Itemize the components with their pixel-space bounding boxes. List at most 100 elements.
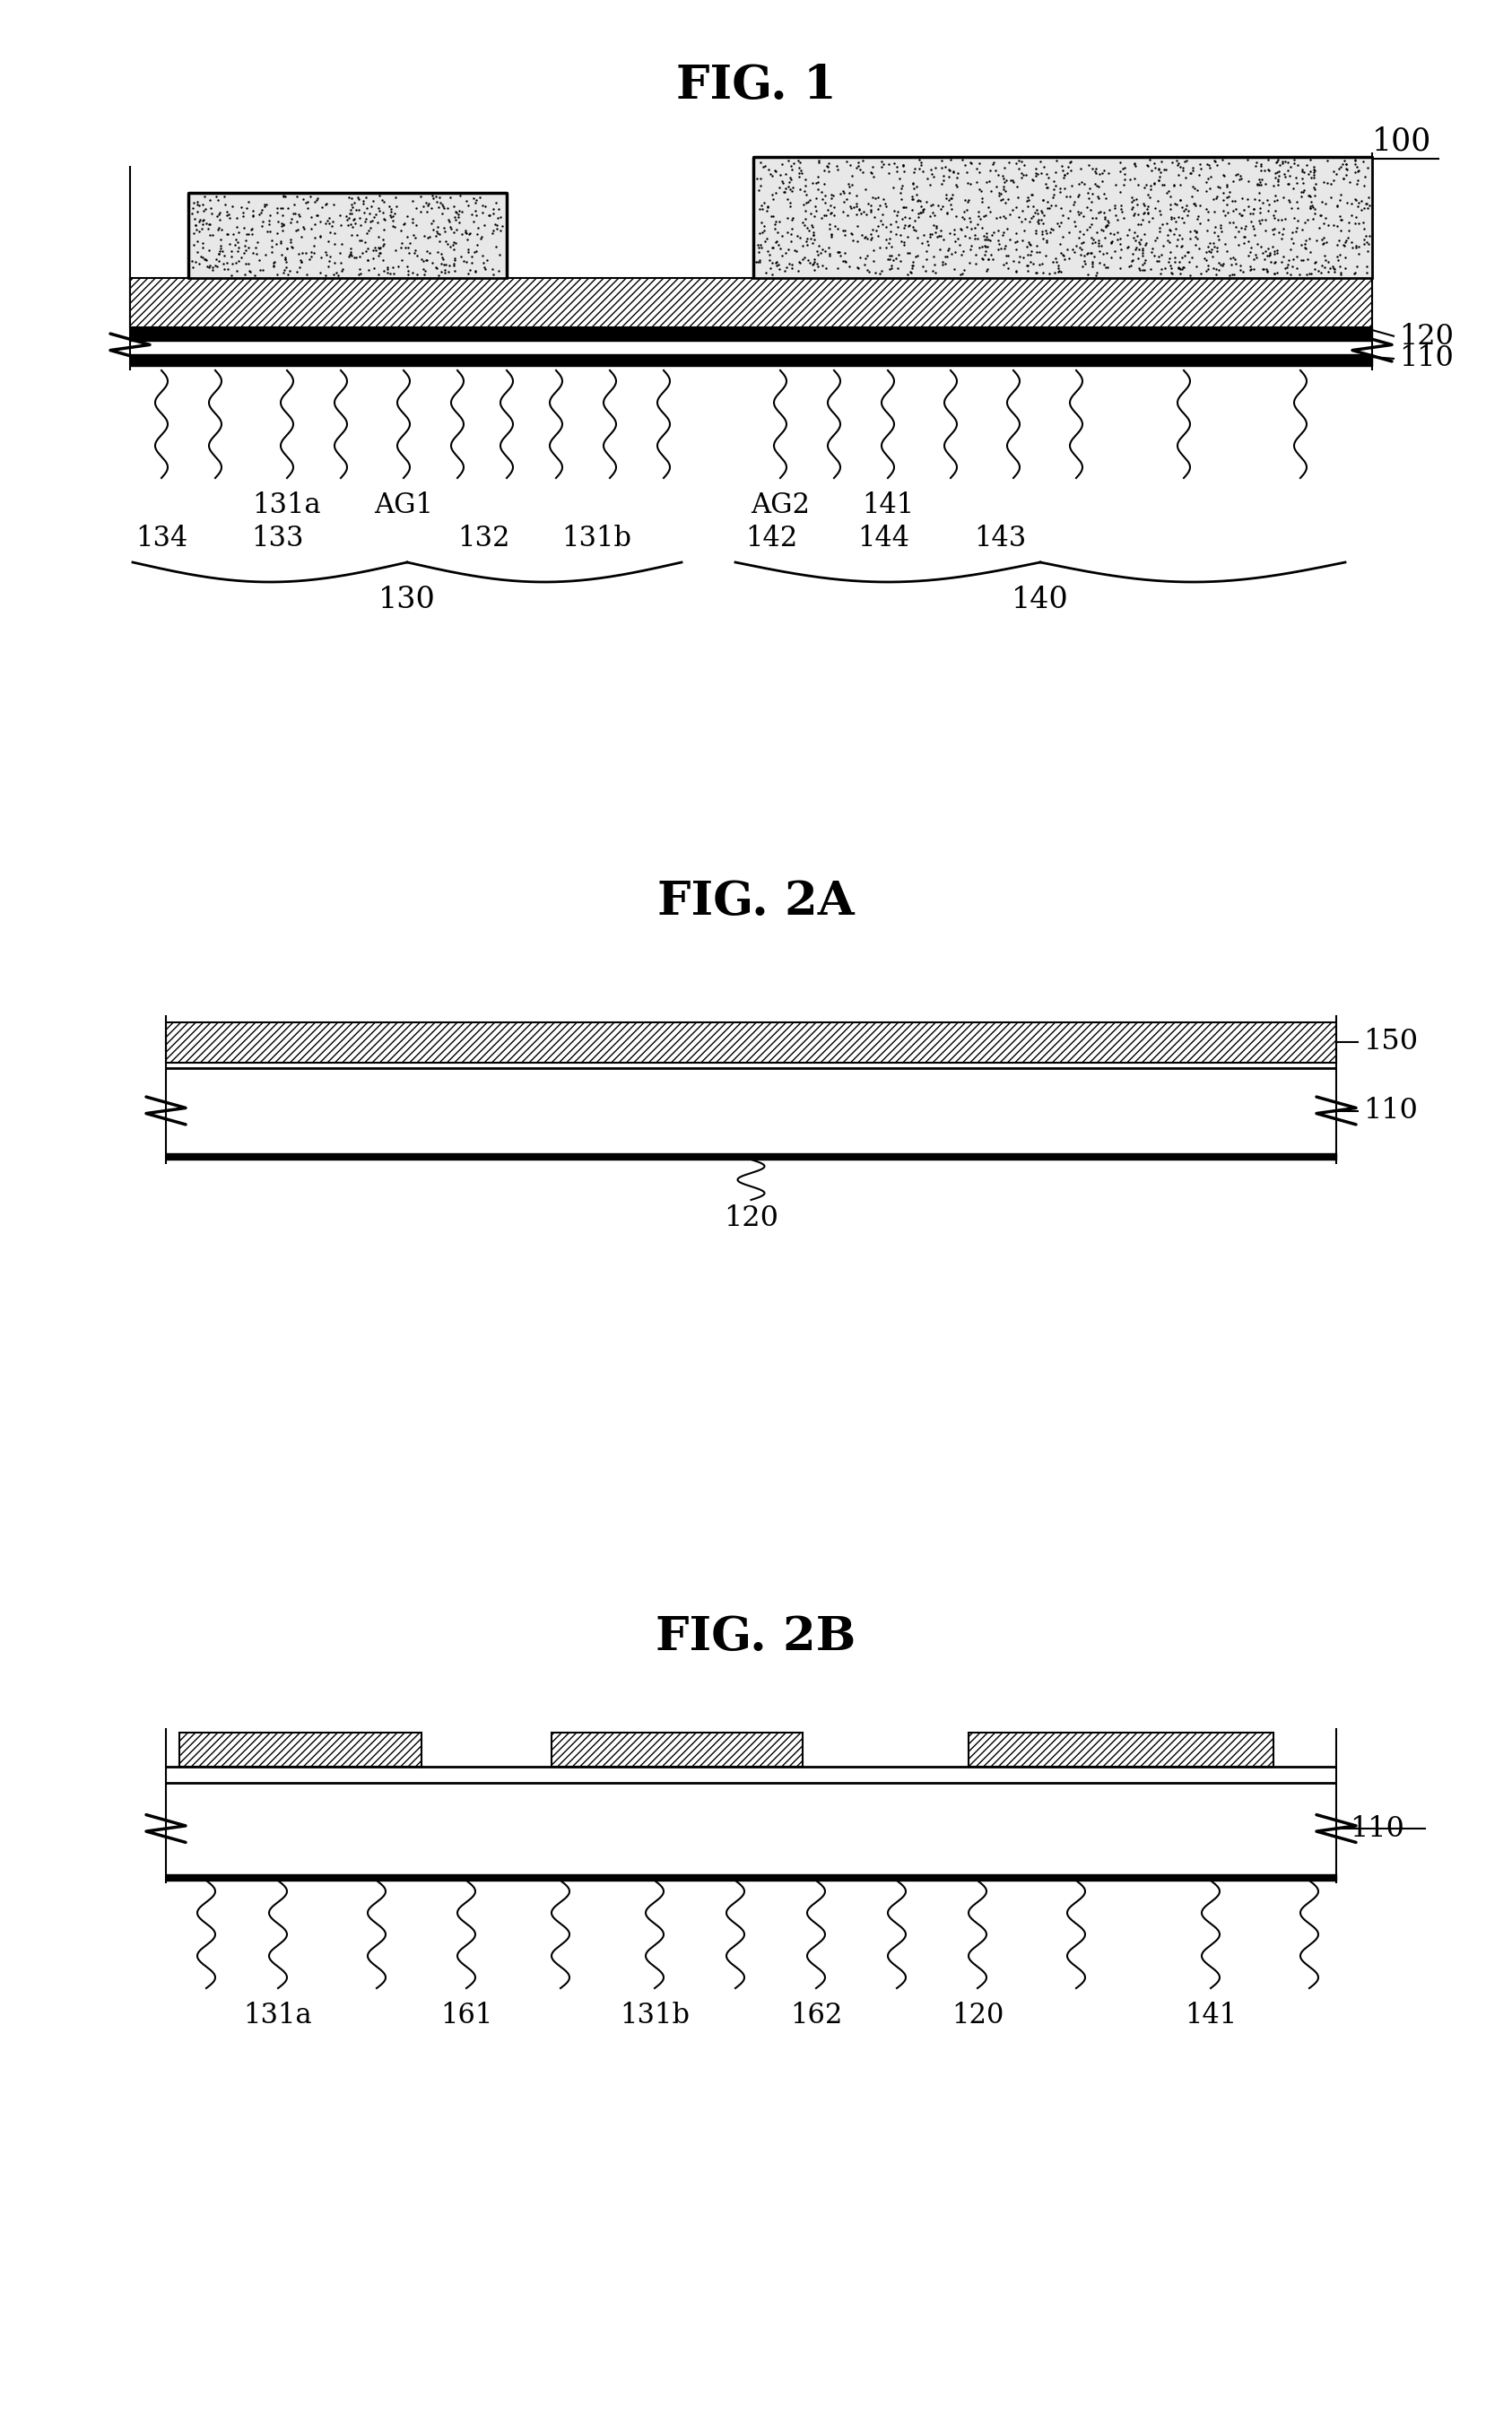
Point [907,182,931,221]
Point [1285,163,1309,202]
Point [951,141,975,180]
Point [299,209,324,248]
Point [1152,165,1176,204]
Point [1343,153,1367,192]
Point [986,212,1010,251]
Point [853,238,877,277]
Point [1132,168,1157,207]
Point [839,156,863,195]
Point [761,197,785,236]
Point [1217,144,1241,182]
Point [473,187,497,226]
Point [1237,161,1261,200]
Point [1055,148,1080,187]
Point [1083,151,1107,190]
Point [1249,146,1273,185]
Point [1205,168,1229,207]
Point [836,173,860,212]
Point [272,204,296,243]
Point [265,187,289,226]
Point [1281,170,1305,209]
Point [434,246,458,285]
Point [1238,251,1263,290]
Point [1069,163,1093,202]
Point [281,195,305,234]
Point [262,246,286,285]
Point [200,248,224,287]
Point [812,165,836,204]
Point [889,168,913,207]
Point [330,251,354,290]
Point [1001,190,1025,229]
Point [1128,224,1152,263]
Point [1108,248,1132,287]
Point [877,241,901,280]
Point [346,255,370,294]
Point [1228,161,1252,200]
Point [950,236,974,275]
Point [1027,246,1051,285]
Point [351,185,375,224]
Point [416,185,440,224]
Point [200,195,224,234]
Point [1226,195,1250,234]
Point [963,246,987,285]
Text: 110: 110 [1399,345,1453,372]
Point [470,236,494,275]
Point [186,187,210,226]
Point [431,187,455,226]
Point [1263,231,1287,270]
Point [1015,246,1039,285]
Point [965,204,989,243]
Point [1122,180,1146,219]
Point [339,217,363,255]
Point [302,182,327,221]
Point [1299,234,1323,272]
Point [1270,243,1294,282]
Point [918,185,942,224]
Point [404,190,428,229]
Point [1070,197,1095,236]
Point [1346,161,1370,200]
Point [449,214,473,253]
Point [820,192,844,231]
Point [963,219,987,258]
Point [1108,231,1132,270]
Point [413,251,437,290]
Point [446,195,470,234]
Point [1048,207,1072,246]
Point [463,234,487,272]
Point [1231,217,1255,255]
Point [963,214,987,253]
Point [820,214,844,253]
Point [318,212,342,251]
Point [804,243,829,282]
Point [925,185,950,224]
Point [354,178,378,217]
Point [1312,204,1337,243]
Point [1024,148,1048,187]
Point [758,153,782,192]
Point [764,243,788,282]
Point [1338,163,1362,202]
Point [1259,241,1284,280]
Point [904,175,928,214]
Point [748,243,773,282]
Point [1326,185,1350,224]
Point [1181,151,1205,190]
Point [186,212,210,251]
Point [903,148,927,187]
Point [1099,224,1123,263]
Text: 131a: 131a [243,2002,313,2029]
Point [1267,214,1291,253]
Point [1052,156,1077,195]
Bar [130,355,1371,365]
Point [431,195,455,234]
Point [337,178,361,217]
Point [977,241,1001,280]
Point [428,178,452,217]
Point [1126,195,1151,234]
Point [977,219,1001,258]
Point [1202,212,1226,251]
Point [313,255,337,294]
